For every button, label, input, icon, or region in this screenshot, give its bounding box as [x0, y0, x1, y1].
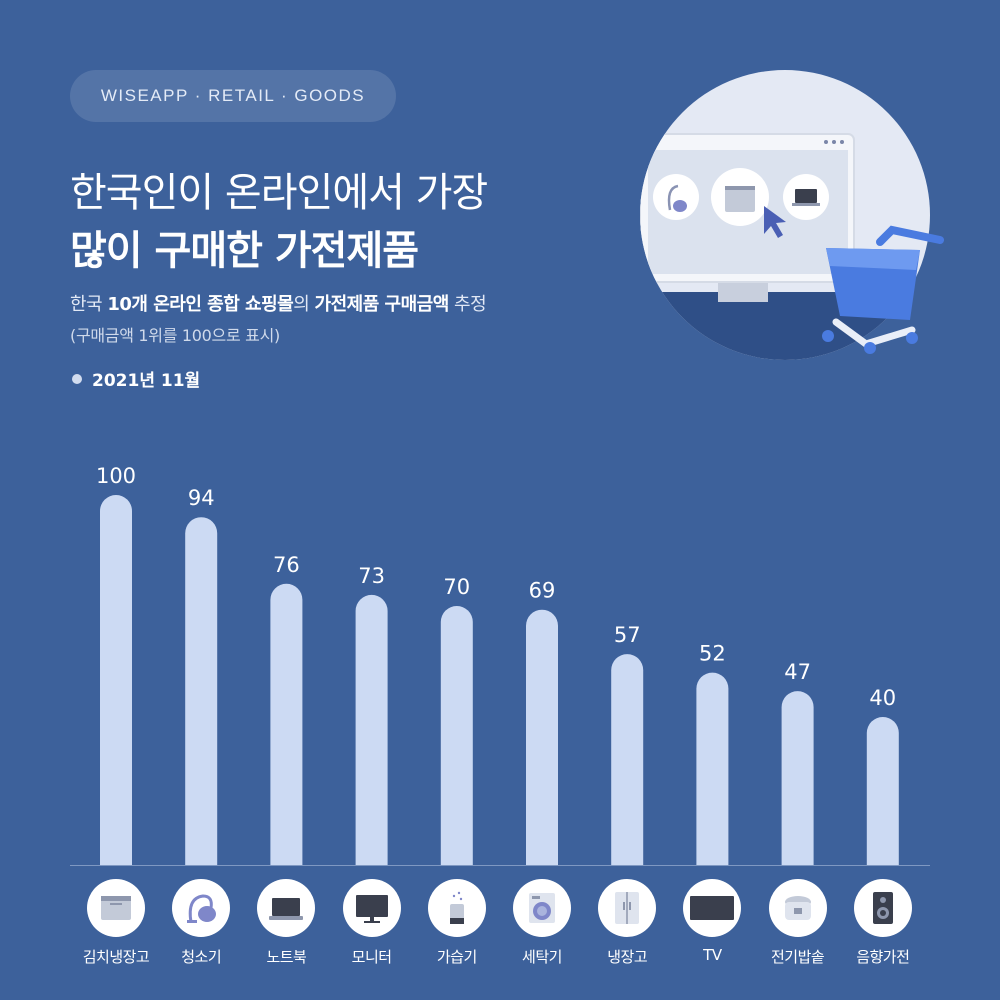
vacuum-thumb-icon [653, 174, 699, 220]
data-label: 40 [869, 686, 896, 710]
data-label: 73 [358, 564, 385, 588]
subtitle: 한국 10개 온라인 종합 쇼핑몰의 가전제품 구매금액 추정 [70, 290, 487, 316]
tv-icon [683, 879, 742, 937]
vacuum-icon [172, 879, 231, 937]
cursor-icon [764, 206, 786, 238]
data-label: 100 [96, 464, 136, 488]
data-label: 57 [614, 623, 641, 647]
page-title-line2: 많이 구매한 가전제품 [70, 228, 419, 274]
bar [100, 495, 132, 865]
subtitle-part-bold: 10개 온라인 종합 쇼핑몰 [107, 294, 294, 315]
humidifier-icon [427, 879, 486, 937]
category-label: 세탁기 [522, 948, 562, 966]
category-label: 음향가전 [856, 948, 910, 966]
category-label: 전기밥솥 [770, 948, 825, 966]
subtitle-part: 의 [293, 294, 315, 315]
data-label: 94 [188, 486, 215, 510]
data-label: 76 [273, 553, 300, 577]
bar [270, 583, 303, 865]
bar [526, 609, 558, 865]
subtitle-part-bold: 가전제품 구매금액 [314, 294, 450, 315]
data-label: 70 [443, 575, 470, 599]
bullet-dot-icon [72, 373, 82, 384]
category-label: 노트북 [266, 948, 307, 966]
speaker-icon [853, 879, 912, 937]
laptop-icon [257, 879, 316, 937]
data-label: 47 [784, 660, 811, 684]
kimchi-fridge-icon [87, 879, 145, 937]
bar [781, 691, 814, 865]
category-label: 냉장고 [607, 948, 648, 966]
category-label: 모니터 [351, 948, 392, 966]
category-label: TV [703, 946, 722, 964]
bar [185, 517, 218, 865]
washer-icon [513, 879, 571, 937]
monitor-icon [342, 879, 401, 937]
date-label: 2021년 11월 [92, 371, 201, 391]
category-label: 가습기 [436, 948, 477, 966]
shopping-cart-icon [822, 225, 944, 354]
shopping-illustration [640, 70, 944, 360]
x-axis-line [70, 865, 930, 866]
category-label: 청소기 [181, 948, 222, 966]
subtitle-note: (구매금액 1위를 100으로 표시) [70, 326, 280, 345]
date-row: 2021년 11월 [72, 366, 200, 391]
data-label: 69 [529, 579, 556, 603]
page-title-line1: 한국인이 온라인에서 가장 [70, 170, 488, 216]
rice-cooker-icon [768, 879, 827, 937]
bar [355, 594, 388, 865]
fridge-icon [598, 879, 657, 937]
bar [440, 606, 473, 865]
bar [866, 717, 899, 865]
subtitle-part: 한국 [70, 294, 108, 315]
subtitle-part: 추정 [448, 294, 487, 315]
bar-chart: 100 94 76 73 70 69 57 52 47 40 [96, 464, 899, 865]
category-label: 김치냉장고 [82, 948, 150, 966]
bar [696, 672, 729, 865]
data-label: 52 [699, 642, 726, 666]
bar [611, 654, 644, 865]
source-tag: WISEAPP · RETAIL · GOODS [70, 70, 396, 122]
